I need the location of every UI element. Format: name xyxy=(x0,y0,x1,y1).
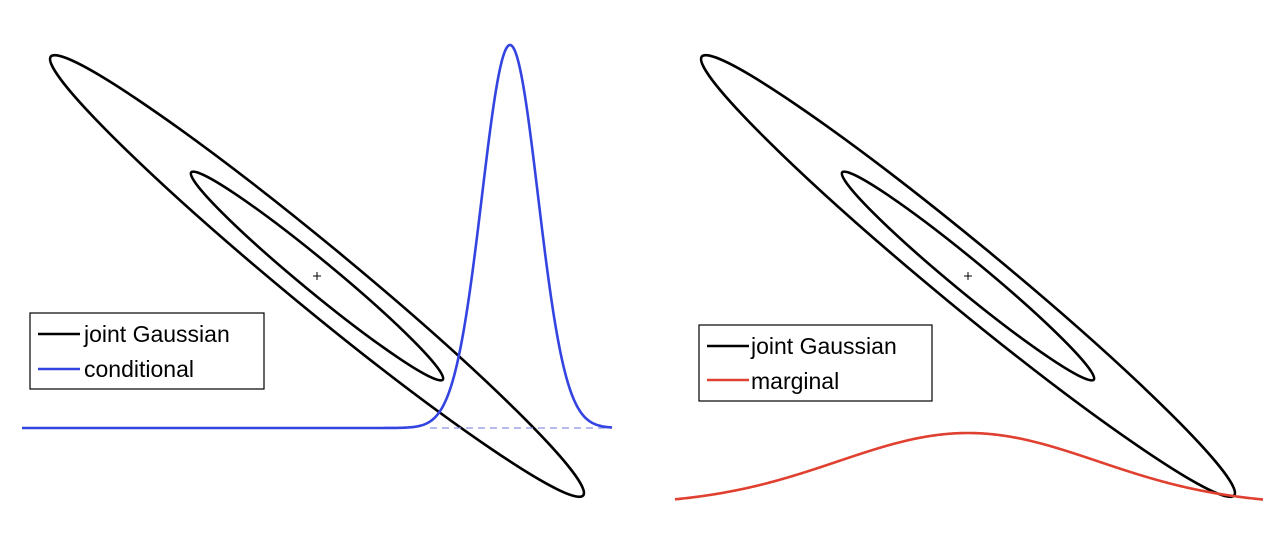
right-panel: joint Gaussian marginal xyxy=(674,53,1264,501)
left-legend: joint Gaussian conditional xyxy=(29,312,265,390)
right-legend-label-joint: joint Gaussian xyxy=(750,333,897,359)
right-mean-marker xyxy=(964,272,972,280)
left-legend-label-joint: joint Gaussian xyxy=(83,321,230,347)
left-mean-marker xyxy=(313,272,321,280)
right-legend: joint Gaussian marginal xyxy=(698,324,933,402)
conditional-curve xyxy=(22,43,613,430)
left-outer-ellipse xyxy=(48,53,586,499)
left-inner-ellipse xyxy=(189,170,445,382)
marginal-curve xyxy=(674,431,1264,501)
left-legend-label-conditional: conditional xyxy=(84,356,194,382)
left-panel: joint Gaussian conditional xyxy=(22,43,613,499)
right-inner-ellipse xyxy=(840,170,1096,382)
left-legend-box xyxy=(29,312,265,390)
right-legend-box xyxy=(698,324,933,402)
right-legend-label-marginal: marginal xyxy=(751,368,839,394)
